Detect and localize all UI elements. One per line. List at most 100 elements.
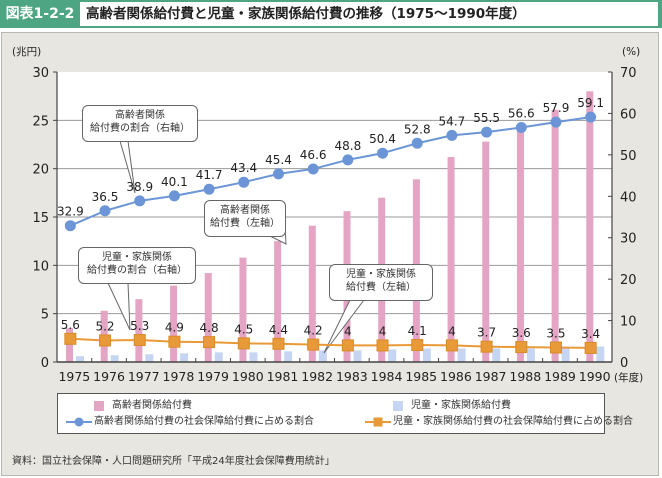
child-benefit-bar xyxy=(388,349,397,362)
child-ratio-point xyxy=(549,341,562,354)
child-ratio-data-label: 3.7 xyxy=(477,326,496,340)
elderly-ratio-point xyxy=(134,195,146,207)
legend-label: 児童・家族関係給付費の社会保障給付費に占める割合 xyxy=(393,416,633,427)
callout-elderly-benefit: 高齢者関係 給付費（左軸） xyxy=(204,200,286,237)
elderly-ratio-point xyxy=(585,111,597,123)
x-axis-unit-label: (年度) xyxy=(614,371,643,384)
callout-line: 給付費の割合（右軸） xyxy=(87,265,187,276)
elderly-ratio-data-label: 32.9 xyxy=(57,205,84,219)
right-axis-tick-label: 60 xyxy=(620,107,637,122)
child-benefit-bar xyxy=(353,350,362,362)
child-benefit-bar xyxy=(318,350,327,362)
elderly-ratio-data-label: 54.7 xyxy=(439,114,466,128)
elderly-benefit-bar xyxy=(274,241,282,362)
elderly-ratio-data-label: 41.7 xyxy=(196,168,223,182)
callout-pointer xyxy=(107,282,131,331)
elderly-ratio-point xyxy=(481,126,493,138)
x-axis-tick-label: 1982 xyxy=(301,369,333,384)
child-ratio-data-label: 4.5 xyxy=(234,322,253,336)
square-line-marker-icon xyxy=(365,417,391,427)
child-ratio-point xyxy=(584,341,597,354)
x-axis-tick-label: 1985 xyxy=(405,369,437,384)
elderly-ratio-data-label: 57.9 xyxy=(543,101,570,115)
child-ratio-data-label: 5.6 xyxy=(61,318,80,332)
right-axis-tick-label: 30 xyxy=(620,232,637,247)
right-axis-tick-label: 20 xyxy=(620,273,637,288)
left-axis-tick-label: 25 xyxy=(32,114,49,129)
child-ratio-point xyxy=(307,338,320,351)
x-axis-tick-label: 1976 xyxy=(93,369,125,384)
elderly-benefit-bar xyxy=(135,299,143,362)
child-ratio-data-label: 4.4 xyxy=(269,323,288,337)
left-axis-tick-label: 10 xyxy=(32,259,49,274)
title-box: 高齢者関係給付費と児童・家族関係給付費の推移（1975〜1990年度） xyxy=(80,2,658,26)
callout-line: 児童・家族関係 xyxy=(102,252,172,263)
elderly-ratio-data-label: 46.6 xyxy=(300,148,327,162)
child-ratio-point xyxy=(168,335,181,348)
elderly-benefit-bar xyxy=(516,128,524,362)
child-ratio-point xyxy=(64,332,77,345)
elderly-ratio-point xyxy=(99,205,111,217)
blue-bar-swatch-icon xyxy=(393,401,403,411)
elderly-ratio-data-label: 59.1 xyxy=(577,96,604,110)
elderly-ratio-point xyxy=(64,220,76,232)
pink-bar-swatch-icon xyxy=(94,401,104,411)
child-ratio-data-label: 4 xyxy=(448,324,456,338)
x-axis-tick-label: 1983 xyxy=(336,369,368,384)
child-benefit-bar xyxy=(596,346,605,362)
elderly-ratio-data-label: 56.6 xyxy=(508,107,535,121)
elderly-benefit-bar xyxy=(447,157,455,362)
legend-label: 児童・家族関係給付費 xyxy=(411,400,511,411)
elderly-benefit-bar xyxy=(551,109,559,362)
figure-header: 図表1-2-2 高齢者関係給付費と児童・家族関係給付費の推移（1975〜1990… xyxy=(0,0,662,28)
left-axis-tick-label: 5 xyxy=(41,308,49,323)
child-ratio-line xyxy=(70,337,591,349)
child-benefit-bar xyxy=(76,356,84,362)
elderly-ratio-point xyxy=(515,122,527,134)
elderly-ratio-point xyxy=(377,147,389,159)
elderly-ratio-point xyxy=(238,176,250,188)
left-axis-tick-label: 0 xyxy=(41,356,49,371)
child-ratio-point xyxy=(376,339,389,352)
elderly-ratio-point xyxy=(411,137,423,149)
elderly-ratio-data-label: 43.4 xyxy=(230,161,257,175)
child-benefit-bar xyxy=(284,351,293,362)
elderly-ratio-point xyxy=(550,116,562,128)
callout-child-benefit: 児童・家族関係 給付費（左軸） xyxy=(329,264,433,301)
chart-title: 高齢者関係給付費と児童・家族関係給付費の推移（1975〜1990年度） xyxy=(86,6,526,22)
elderly-ratio-point xyxy=(168,190,180,202)
elderly-benefit-bar xyxy=(586,91,594,362)
callout-line: 給付費の割合（右軸） xyxy=(90,123,190,134)
elderly-ratio-point xyxy=(342,154,354,166)
child-ratio-point xyxy=(272,337,285,350)
child-benefit-bar xyxy=(145,354,154,362)
elderly-benefit-bar xyxy=(66,328,73,362)
child-ratio-data-label: 4.9 xyxy=(165,321,184,335)
callout-elderly-ratio: 高齢者関係 給付費の割合（右軸） xyxy=(82,105,198,142)
right-axis-tick-label: 70 xyxy=(620,66,637,81)
x-axis-tick-label: 1979 xyxy=(197,369,229,384)
x-axis-tick-label: 1984 xyxy=(371,369,403,384)
elderly-benefit-bar xyxy=(204,273,212,362)
elderly-ratio-point xyxy=(446,129,458,141)
callout-child-ratio: 児童・家族関係 給付費の割合（右軸） xyxy=(78,247,196,284)
x-axis-tick-label: 1977 xyxy=(128,369,160,384)
child-ratio-point xyxy=(203,336,216,349)
child-ratio-point xyxy=(411,339,424,352)
callout-line: 高齢者関係 xyxy=(115,110,165,121)
elderly-ratio-data-label: 38.9 xyxy=(126,180,153,194)
x-axis-tick-label: 1981 xyxy=(267,369,299,384)
callout-line: 高齢者関係 xyxy=(220,205,270,216)
callout-line: 児童・家族関係 xyxy=(346,269,416,280)
child-ratio-data-label: 4.1 xyxy=(408,324,427,338)
elderly-benefit-bar xyxy=(170,285,178,362)
x-axis-tick-label: 1978 xyxy=(163,369,195,384)
elderly-ratio-data-label: 45.4 xyxy=(265,153,292,167)
elderly-ratio-point xyxy=(203,183,215,195)
child-ratio-point xyxy=(515,341,528,354)
elderly-ratio-point xyxy=(307,163,319,175)
child-benefit-bar xyxy=(110,355,119,362)
callout-line: 給付費（左軸） xyxy=(210,218,280,229)
child-ratio-data-label: 3.5 xyxy=(546,327,565,341)
x-axis-tick-label: 1990 xyxy=(579,369,611,384)
